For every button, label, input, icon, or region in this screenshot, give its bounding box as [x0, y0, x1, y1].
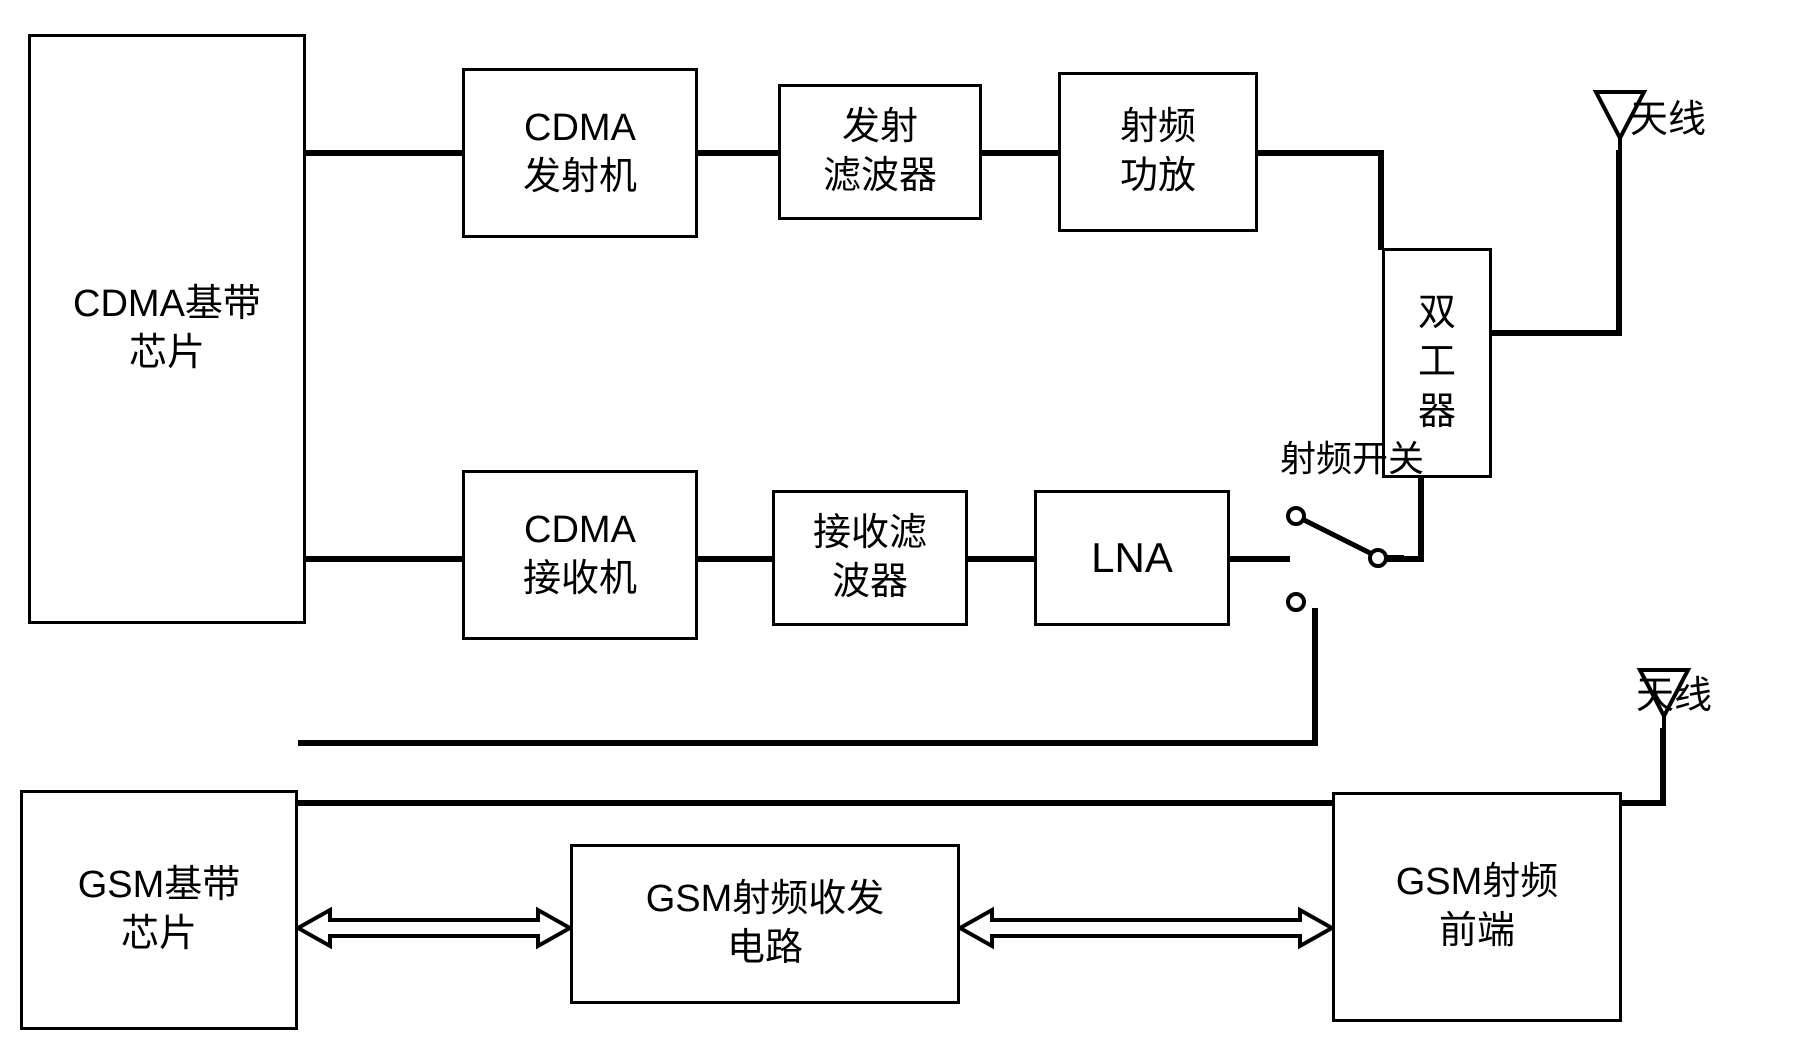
box-cdma-tx: CDMA 发射机 [462, 68, 698, 238]
antenna-icon [1636, 666, 1692, 732]
connector-line [698, 150, 778, 156]
connector-line [306, 556, 462, 562]
box-gsm-trx: GSM射频收发 电路 [570, 844, 960, 1004]
box-lna: LNA [1034, 490, 1230, 626]
connector-line [1378, 150, 1384, 250]
connector-line [298, 740, 1318, 746]
double-arrow-icon [298, 906, 570, 950]
connector-line [1418, 478, 1424, 562]
connector-line [982, 150, 1058, 156]
connector-line [298, 800, 1332, 806]
double-arrow-icon [960, 906, 1332, 950]
box-cdma-baseband: CDMA基带 芯片 [28, 34, 306, 624]
label-rfswitch: 射频开关 [1280, 430, 1424, 482]
box-tx-filter: 发射 滤波器 [778, 84, 982, 220]
connector-line [306, 150, 462, 156]
rf-switch-icon [1284, 484, 1390, 612]
box-rx-filter: 接收滤 波器 [772, 490, 968, 626]
box-gsm-baseband: GSM基带 芯片 [20, 790, 298, 1030]
connector-line [1258, 150, 1384, 156]
connector-line [1616, 150, 1622, 330]
connector-line [1312, 608, 1318, 746]
box-rf-pa: 射频 功放 [1058, 72, 1258, 232]
box-gsm-frontend: GSM射频 前端 [1332, 792, 1622, 1022]
connector-line [968, 556, 1034, 562]
connector-line [1492, 330, 1622, 336]
antenna-icon [1592, 88, 1648, 154]
connector-line [1660, 728, 1666, 806]
box-cdma-rx: CDMA 接收机 [462, 470, 698, 640]
connector-line [698, 556, 772, 562]
connector-line [1230, 556, 1290, 562]
